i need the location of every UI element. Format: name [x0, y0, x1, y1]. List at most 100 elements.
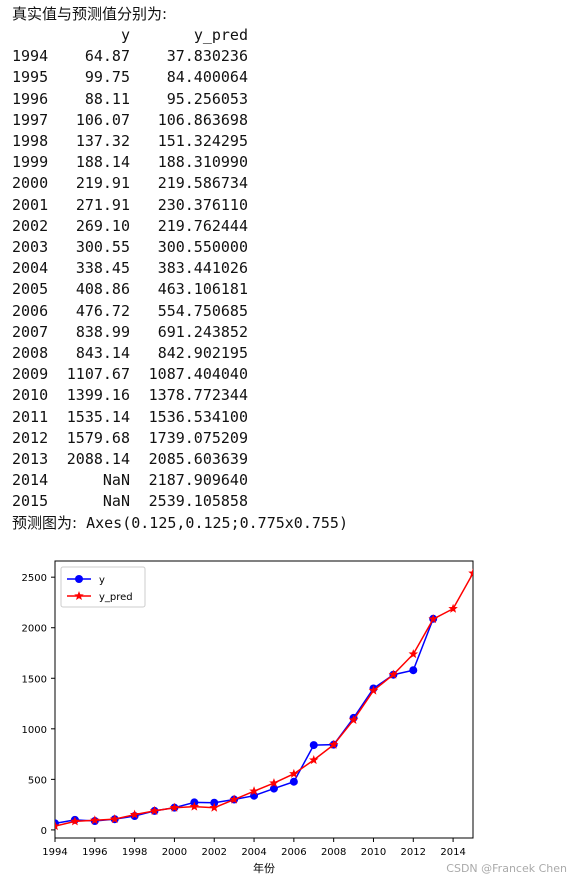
x-tick-label: 2006	[281, 847, 306, 858]
table-row: 2012 1579.68 1739.075209	[12, 428, 348, 449]
column-header-y: y	[120, 26, 130, 44]
data-point-y_pred	[70, 816, 80, 826]
x-tick-label: 2010	[361, 847, 386, 858]
x-tick-label: 2002	[202, 847, 227, 858]
row-index: 2008	[12, 344, 49, 363]
x-tick-label: 2000	[162, 847, 187, 858]
row-index: 2009	[12, 365, 49, 384]
x-tick-label: 2014	[440, 847, 465, 858]
row-index: 2006	[12, 301, 49, 320]
data-point-y_pred	[289, 768, 299, 778]
data-point-y_pred	[249, 786, 259, 796]
table-row: 2003 300.55 300.550000	[12, 237, 348, 258]
cell-y-pred: 691.243852	[157, 322, 248, 341]
row-index: 1994	[12, 47, 49, 66]
table-row: 2010 1399.16 1378.772344	[12, 385, 348, 406]
x-tick-label: 2008	[321, 847, 346, 858]
table-row: 1994 64.87 37.830236	[12, 46, 348, 67]
cell-y-pred: 106.863698	[157, 110, 248, 129]
legend-marker-y_pred	[74, 591, 84, 601]
watermark: CSDN @Francek Chen	[446, 862, 567, 875]
x-tick-label: 2004	[241, 847, 266, 858]
cell-y: 64.87	[84, 47, 130, 66]
table-row: 2006 476.72 554.750685	[12, 301, 348, 322]
cell-y: 300.55	[75, 238, 130, 257]
legend-marker-y	[75, 575, 83, 583]
table-row: 1999 188.14 188.310990	[12, 152, 348, 173]
table-row: 2002 269.10 219.762444	[12, 216, 348, 237]
data-point-y_pred	[468, 568, 473, 578]
cell-y: 838.99	[75, 322, 130, 341]
cell-y: 188.14	[75, 153, 130, 172]
row-index: 2003	[12, 238, 49, 257]
data-point-y	[289, 777, 298, 786]
row-index: 2004	[12, 259, 49, 278]
cell-y: 408.86	[75, 280, 130, 299]
series-line-y_pred	[55, 572, 473, 827]
cell-y-pred: 554.750685	[157, 301, 248, 320]
cell-y-pred: 219.586734	[157, 174, 248, 193]
y-tick-label: 1000	[22, 725, 47, 736]
table-row: 1997 106.07 106.863698	[12, 110, 348, 131]
cell-y-pred: 37.830236	[166, 47, 248, 66]
cell-y: 106.07	[75, 110, 130, 129]
cell-y-pred: 230.376110	[157, 195, 248, 214]
row-index: 1999	[12, 153, 49, 172]
notebook-output: 真实值与预测值分别为: y y_pred 1994 64.87 37.830236 199…	[12, 4, 348, 534]
data-point-y_pred	[229, 794, 239, 804]
table-row: 2000 219.91 219.586734	[12, 173, 348, 194]
data-point-y_pred	[428, 614, 438, 624]
cell-y: 271.91	[75, 195, 130, 214]
cell-y-pred: 2187.909640	[148, 471, 248, 490]
row-index: 2005	[12, 280, 49, 299]
cell-y-pred: 842.902195	[157, 344, 248, 363]
cell-y: 476.72	[75, 301, 130, 320]
cell-y: 338.45	[75, 259, 130, 278]
axes-repr-line: 预测图为: Axes(0.125,0.125;0.775x0.755)	[12, 513, 348, 534]
row-index: 2010	[12, 386, 49, 405]
dataframe-table: y y_pred 1994 64.87 37.830236 1995 99.75 84.400…	[12, 25, 348, 513]
row-index: 1996	[12, 89, 49, 108]
cell-y: NaN	[102, 471, 130, 490]
row-index: 2014	[12, 471, 49, 490]
data-point-y_pred	[169, 802, 180, 812]
data-point-y_pred	[55, 821, 60, 831]
cell-y-pred: 1739.075209	[148, 428, 248, 447]
cell-y-pred: 188.310990	[157, 153, 248, 172]
data-point-y_pred	[209, 802, 219, 812]
cell-y-pred: 95.256053	[166, 89, 248, 108]
row-index: 2011	[12, 407, 49, 426]
y-tick-label: 1500	[22, 674, 47, 685]
row-index: 2007	[12, 322, 49, 341]
data-point-y_pred	[189, 801, 200, 811]
x-tick-label: 2012	[401, 847, 426, 858]
data-point-y_pred	[149, 805, 160, 815]
row-index: 1995	[12, 68, 49, 87]
cell-y-pred: 383.441026	[157, 259, 248, 278]
cell-y-pred: 2539.105858	[148, 492, 248, 511]
cell-y-pred: 84.400064	[166, 68, 248, 87]
output-heading: 真实值与预测值分别为:	[12, 5, 168, 23]
index-header	[12, 25, 64, 46]
cell-y: 269.10	[75, 216, 130, 235]
row-index: 2012	[12, 428, 49, 447]
plot-area	[55, 568, 473, 831]
data-point-y_pred	[269, 778, 279, 788]
x-tick-label: 1996	[82, 847, 107, 858]
table-row: 2007 838.99 691.243852	[12, 322, 348, 343]
row-index: 2015	[12, 492, 49, 511]
table-row: 2015 NaN 2539.105858	[12, 491, 348, 512]
table-row: 2011 1535.14 1536.534100	[12, 407, 348, 428]
row-index: 2013	[12, 450, 49, 469]
cell-y: 1579.68	[66, 428, 130, 447]
data-point-y_pred	[328, 739, 339, 749]
table-row: 2009 1107.67 1087.404040	[12, 364, 348, 385]
data-point-y_pred	[368, 685, 379, 695]
axes-repr: Axes(0.125,0.125;0.775x0.755)	[86, 513, 348, 532]
cell-y: 137.32	[75, 132, 130, 151]
cell-y-pred: 463.106181	[157, 280, 248, 299]
data-point-y_pred	[448, 603, 458, 613]
column-header-y-pred: y_pred	[193, 26, 248, 44]
data-point-y	[409, 666, 418, 675]
x-tick-label: 1998	[122, 847, 147, 858]
